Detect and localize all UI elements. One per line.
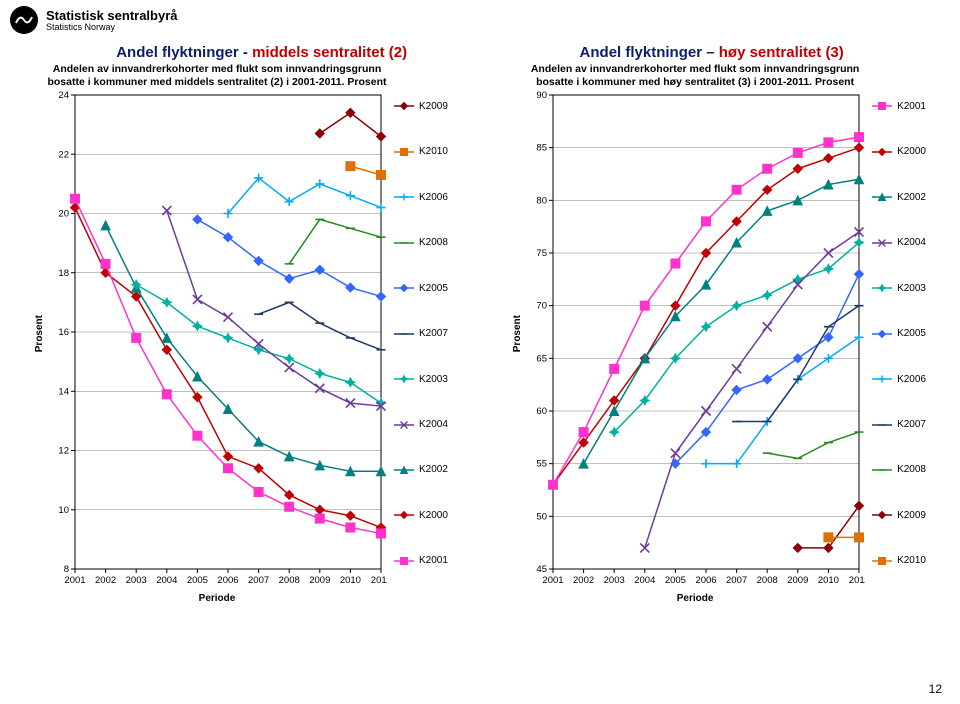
- y-axis-label-right: Prosent: [512, 315, 523, 352]
- svg-text:2006: 2006: [217, 575, 238, 586]
- legend-right: K2001 K2000 K2002 K2004 K2003 K2005 K2006 K2007…: [871, 84, 926, 584]
- legend-item: K2004: [393, 419, 448, 431]
- svg-text:2005: 2005: [665, 575, 686, 586]
- svg-text:50: 50: [537, 512, 548, 523]
- svg-text:2008: 2008: [279, 575, 300, 586]
- svg-text:2008: 2008: [757, 575, 778, 586]
- svg-text:90: 90: [537, 91, 548, 101]
- legend-item: K2007: [393, 328, 448, 340]
- svg-text:2002: 2002: [95, 575, 116, 586]
- legend-item: K2001: [871, 100, 926, 112]
- svg-text:60: 60: [537, 406, 548, 417]
- legend-item: K2006: [393, 191, 448, 203]
- chart-right: Prosent Andelen av innvandrerkohorter me…: [512, 63, 926, 604]
- svg-text:70: 70: [537, 301, 548, 312]
- legend-item: K2009: [393, 100, 448, 112]
- svg-text:2002: 2002: [573, 575, 594, 586]
- svg-text:2010: 2010: [818, 575, 839, 586]
- legend-item: K2009: [871, 509, 926, 521]
- logo-icon: [10, 6, 38, 34]
- svg-text:45: 45: [537, 564, 548, 575]
- svg-text:2001: 2001: [64, 575, 85, 586]
- svg-text:8: 8: [64, 564, 69, 575]
- legend-item: K2002: [393, 464, 448, 476]
- svg-text:2004: 2004: [156, 575, 177, 586]
- legend-item: K2003: [393, 373, 448, 385]
- chart-left: Prosent Andelen av innvandrerkohorter me…: [34, 63, 448, 604]
- legend-item: K2010: [871, 555, 926, 567]
- legend-item: K2000: [393, 509, 448, 521]
- legend-item: K2000: [871, 146, 926, 158]
- brand-name: Statistisk sentralbyrå: [46, 9, 178, 22]
- svg-text:20: 20: [58, 209, 69, 220]
- svg-text:55: 55: [537, 459, 548, 470]
- legend-item: K2010: [393, 146, 448, 158]
- subtitle-left: Andelen av innvandrerkohorter med flukt …: [47, 63, 387, 89]
- svg-text:2007: 2007: [726, 575, 747, 586]
- page-number: 12: [929, 682, 942, 696]
- svg-text:65: 65: [537, 354, 548, 365]
- svg-text:2003: 2003: [126, 575, 147, 586]
- svg-text:22: 22: [58, 150, 69, 161]
- legend-item: K2004: [871, 237, 926, 249]
- svg-text:12: 12: [58, 446, 69, 457]
- legend-item: K2008: [871, 464, 926, 476]
- legend-left: K2009 K2010 K2006 K2008 K2005 K2007 K2003 K2004…: [393, 84, 448, 584]
- chart-titles: Andel flyktninger - middels sentralitet …: [0, 40, 960, 63]
- svg-text:2009: 2009: [787, 575, 808, 586]
- svg-text:14: 14: [58, 387, 69, 398]
- svg-text:2005: 2005: [187, 575, 208, 586]
- legend-item: K2005: [393, 282, 448, 294]
- svg-text:18: 18: [58, 268, 69, 279]
- svg-text:2011: 2011: [849, 575, 865, 586]
- legend-item: K2007: [871, 419, 926, 431]
- legend-item: K2003: [871, 282, 926, 294]
- legend-item: K2002: [871, 191, 926, 203]
- charts-row: Prosent Andelen av innvandrerkohorter me…: [0, 63, 960, 604]
- svg-text:2004: 2004: [634, 575, 655, 586]
- svg-text:2007: 2007: [248, 575, 269, 586]
- svg-text:10: 10: [58, 505, 69, 516]
- x-axis-label-right: Periode: [525, 593, 865, 604]
- x-axis-label-left: Periode: [47, 593, 387, 604]
- header: Statistisk sentralbyrå Statistics Norway: [0, 0, 960, 40]
- svg-text:2003: 2003: [604, 575, 625, 586]
- svg-text:2010: 2010: [340, 575, 361, 586]
- legend-item: K2005: [871, 328, 926, 340]
- svg-text:2006: 2006: [696, 575, 717, 586]
- title-left: Andel flyktninger - middels sentralitet …: [116, 44, 407, 61]
- svg-text:2009: 2009: [309, 575, 330, 586]
- svg-text:24: 24: [58, 91, 69, 101]
- y-axis-label-left: Prosent: [34, 315, 45, 352]
- svg-text:80: 80: [537, 196, 548, 207]
- legend-item: K2001: [393, 555, 448, 567]
- svg-text:2011: 2011: [371, 575, 387, 586]
- brand-subtitle: Statistics Norway: [46, 22, 178, 32]
- plot-left: 8 10 12 14 16 18 20 22 24 2001 2002 2003 2004 2005 200…: [47, 91, 387, 591]
- svg-text:75: 75: [537, 248, 548, 259]
- legend-item: K2008: [393, 237, 448, 249]
- svg-text:16: 16: [58, 327, 69, 338]
- svg-text:2001: 2001: [543, 575, 564, 586]
- legend-item: K2006: [871, 373, 926, 385]
- svg-text:85: 85: [537, 143, 548, 154]
- plot-right: 45 50 55 60 65 70 75 80 85 90 2001 2002 2003 2004 2005…: [525, 91, 865, 591]
- subtitle-right: Andelen av innvandrerkohorter med flukt …: [525, 63, 865, 89]
- title-right: Andel flyktninger – høy sentralitet (3): [580, 44, 844, 61]
